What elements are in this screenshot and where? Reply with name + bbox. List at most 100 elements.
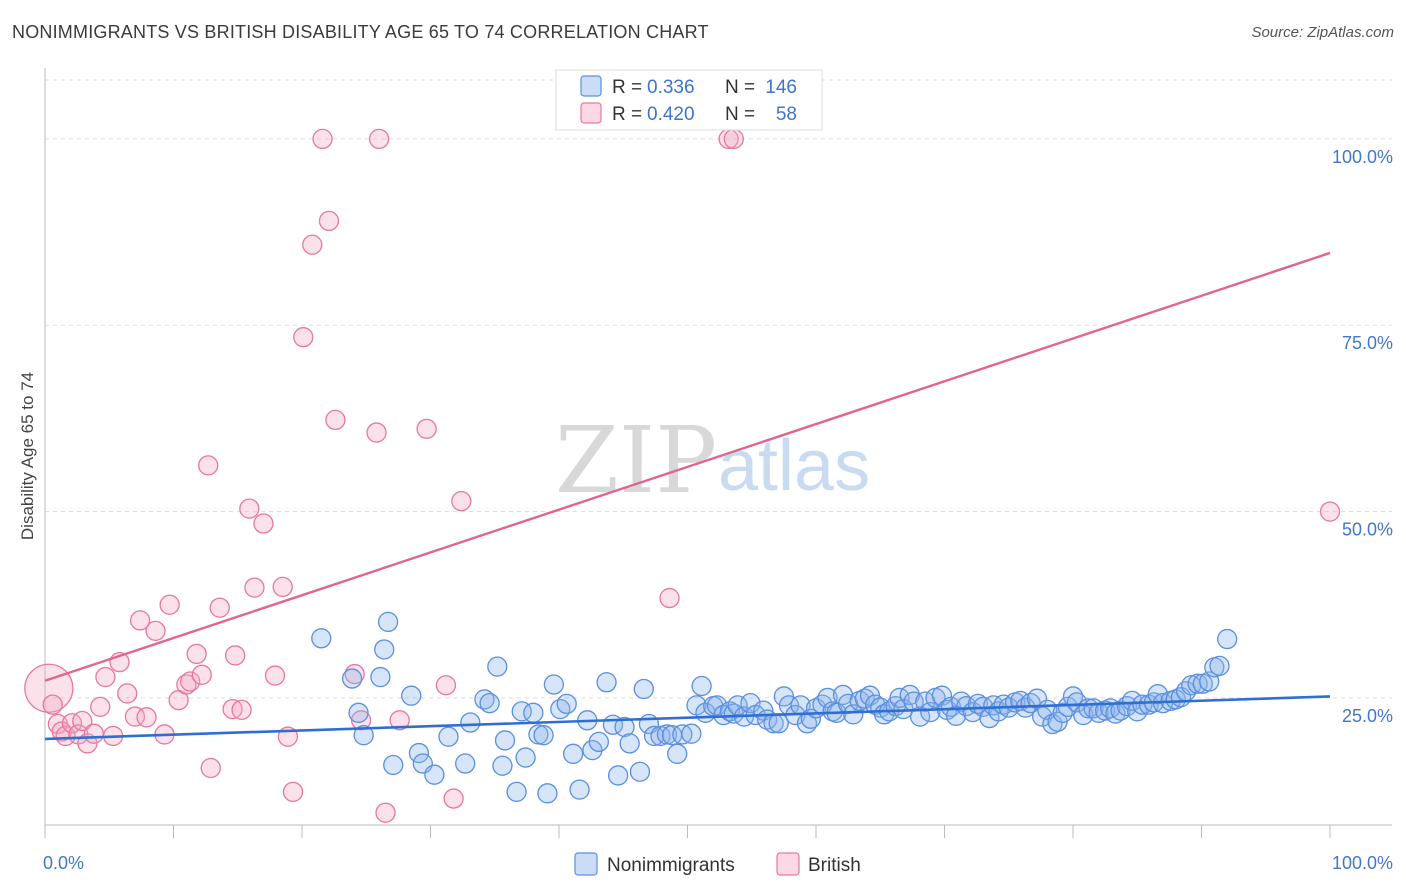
british-point-48 bbox=[375, 802, 396, 823]
y-tick-labels: 25.0% 50.0% 75.0% 100.0% bbox=[1332, 147, 1393, 726]
british-point-36 bbox=[272, 576, 293, 598]
british-point-42 bbox=[318, 210, 340, 232]
series-legend: Nonimmigrants British bbox=[574, 852, 861, 876]
nonimmigrants-point-13 bbox=[455, 753, 476, 774]
nonimmigrants-point-49 bbox=[681, 723, 702, 744]
british-point-33 bbox=[244, 577, 265, 598]
british-point-39 bbox=[293, 327, 314, 348]
watermark-zip: ZIP bbox=[555, 407, 717, 514]
nonimmigrants-point-26 bbox=[537, 783, 558, 804]
british-point-41 bbox=[312, 128, 333, 150]
watermark-atlas: atlas bbox=[718, 426, 870, 506]
nonimmigrants-point-30 bbox=[562, 743, 584, 764]
nonimmigrants-point-7 bbox=[383, 754, 404, 776]
british-point-7 bbox=[72, 710, 93, 732]
british-point-57 bbox=[1319, 501, 1341, 522]
nonimmigrants-point-8 bbox=[401, 685, 422, 706]
british-point-46 bbox=[366, 422, 387, 443]
nonimmigrants-point-41 bbox=[633, 678, 654, 700]
nonimmigrants-point-25 bbox=[533, 725, 554, 746]
nonimmigrants-point-40 bbox=[629, 761, 651, 782]
legend-n-label-0: N = bbox=[725, 77, 755, 98]
legend-n-value-0: 146 bbox=[765, 77, 797, 98]
nonimmigrants-point-39 bbox=[619, 733, 640, 754]
british-point-9 bbox=[83, 723, 104, 744]
y-tick-label-25: 25.0% bbox=[1342, 706, 1393, 726]
nonimmigrants-point-29 bbox=[556, 693, 577, 715]
gridlines bbox=[45, 79, 1392, 699]
nonimmigrants-point-35 bbox=[596, 672, 617, 693]
british-point-20 bbox=[159, 594, 180, 615]
nonimmigrants-point-2 bbox=[348, 702, 369, 723]
bottom-legend-label-nonimmigrants: Nonimmigrants bbox=[607, 855, 735, 876]
british-point-15 bbox=[124, 706, 146, 727]
british-point-14 bbox=[117, 683, 138, 704]
british-point-50 bbox=[416, 418, 437, 440]
x-tick-label-min: 0.0% bbox=[43, 853, 84, 873]
british-points bbox=[24, 128, 1341, 823]
nonimmigrants-point-33 bbox=[582, 739, 603, 761]
nonimmigrants-trend-line bbox=[44, 695, 1331, 741]
y-tick-label-100: 100.0% bbox=[1332, 147, 1393, 167]
nonimmigrants-point-65 bbox=[768, 713, 789, 734]
trend-lines bbox=[44, 251, 1331, 741]
nonimmigrants-point-79 bbox=[843, 704, 864, 725]
nonimmigrants-point-92 bbox=[909, 706, 931, 727]
nonimmigrants-point-19 bbox=[494, 730, 516, 751]
legend-swatch-british bbox=[580, 102, 602, 124]
nonimmigrants-point-20 bbox=[506, 781, 527, 802]
british-point-49 bbox=[389, 710, 410, 731]
british-point-32 bbox=[239, 498, 260, 519]
chart-title: NONIMMIGRANTS VS BRITISH DISABILITY AGE … bbox=[12, 22, 709, 42]
nonimmigrants-point-16 bbox=[479, 692, 500, 714]
correlation-legend: R = 0.336 N = 146 R = 0.420 N = 58 bbox=[555, 69, 823, 131]
british-point-16 bbox=[129, 610, 151, 631]
nonimmigrants-point-14 bbox=[460, 712, 481, 733]
british-point-38 bbox=[282, 781, 304, 802]
british-point-26 bbox=[198, 455, 219, 476]
british-point-45 bbox=[350, 710, 372, 731]
legend-r-value-0: 0.336 bbox=[647, 77, 695, 98]
british-point-54 bbox=[659, 587, 680, 609]
nonimmigrants-point-23 bbox=[523, 702, 544, 723]
bottom-legend-swatch-british bbox=[776, 852, 800, 876]
nonimmigrants-point-17 bbox=[487, 656, 508, 677]
nonimmigrants-point-9 bbox=[408, 742, 430, 764]
nonimmigrants-point-38 bbox=[614, 716, 635, 738]
nonimmigrants-point-31 bbox=[569, 779, 590, 800]
british-trend-line bbox=[44, 251, 1331, 682]
legend-n-label-1: N = bbox=[725, 104, 755, 125]
source-note: Source: ZipAtlas.com bbox=[1251, 24, 1394, 41]
y-tick-label-50: 50.0% bbox=[1342, 520, 1393, 540]
y-tick-label-75: 75.0% bbox=[1342, 333, 1393, 353]
nonimmigrants-point-149 bbox=[1217, 628, 1238, 650]
british-point-40 bbox=[302, 234, 323, 255]
nonimmigrants-point-11 bbox=[424, 764, 445, 785]
bottom-legend-label-british: British bbox=[808, 855, 861, 876]
british-point-52 bbox=[443, 788, 464, 809]
british-point-27 bbox=[200, 757, 221, 779]
british-point-30 bbox=[225, 645, 246, 666]
nonimmigrants-point-5 bbox=[374, 639, 395, 660]
bottom-legend-swatch-nonimmigrants bbox=[574, 852, 598, 876]
british-point-18 bbox=[145, 620, 166, 641]
british-point-53 bbox=[451, 491, 472, 512]
nonimmigrants-point-27 bbox=[543, 674, 565, 695]
british-point-4 bbox=[55, 725, 76, 747]
x-tick-label-max: 100.0% bbox=[1332, 853, 1393, 873]
british-point-47 bbox=[368, 128, 390, 150]
nonimmigrants-point-1 bbox=[341, 668, 363, 689]
legend-box bbox=[555, 69, 823, 131]
british-point-43 bbox=[325, 409, 346, 431]
nonimmigrants-point-34 bbox=[588, 731, 609, 753]
british-point-1 bbox=[42, 694, 63, 715]
british-point-56 bbox=[723, 128, 744, 150]
nonimmigrants-point-43 bbox=[643, 725, 665, 747]
nonimmigrants-point-54 bbox=[706, 695, 728, 716]
nonimmigrants-point-37 bbox=[607, 765, 629, 786]
nonimmigrants-point-18 bbox=[492, 755, 513, 776]
y-axis-label: Disability Age 65 to 74 bbox=[18, 372, 37, 540]
nonimmigrants-point-22 bbox=[515, 747, 536, 768]
nonimmigrants-point-12 bbox=[438, 726, 459, 747]
nonimmigrants-point-3 bbox=[353, 725, 374, 746]
